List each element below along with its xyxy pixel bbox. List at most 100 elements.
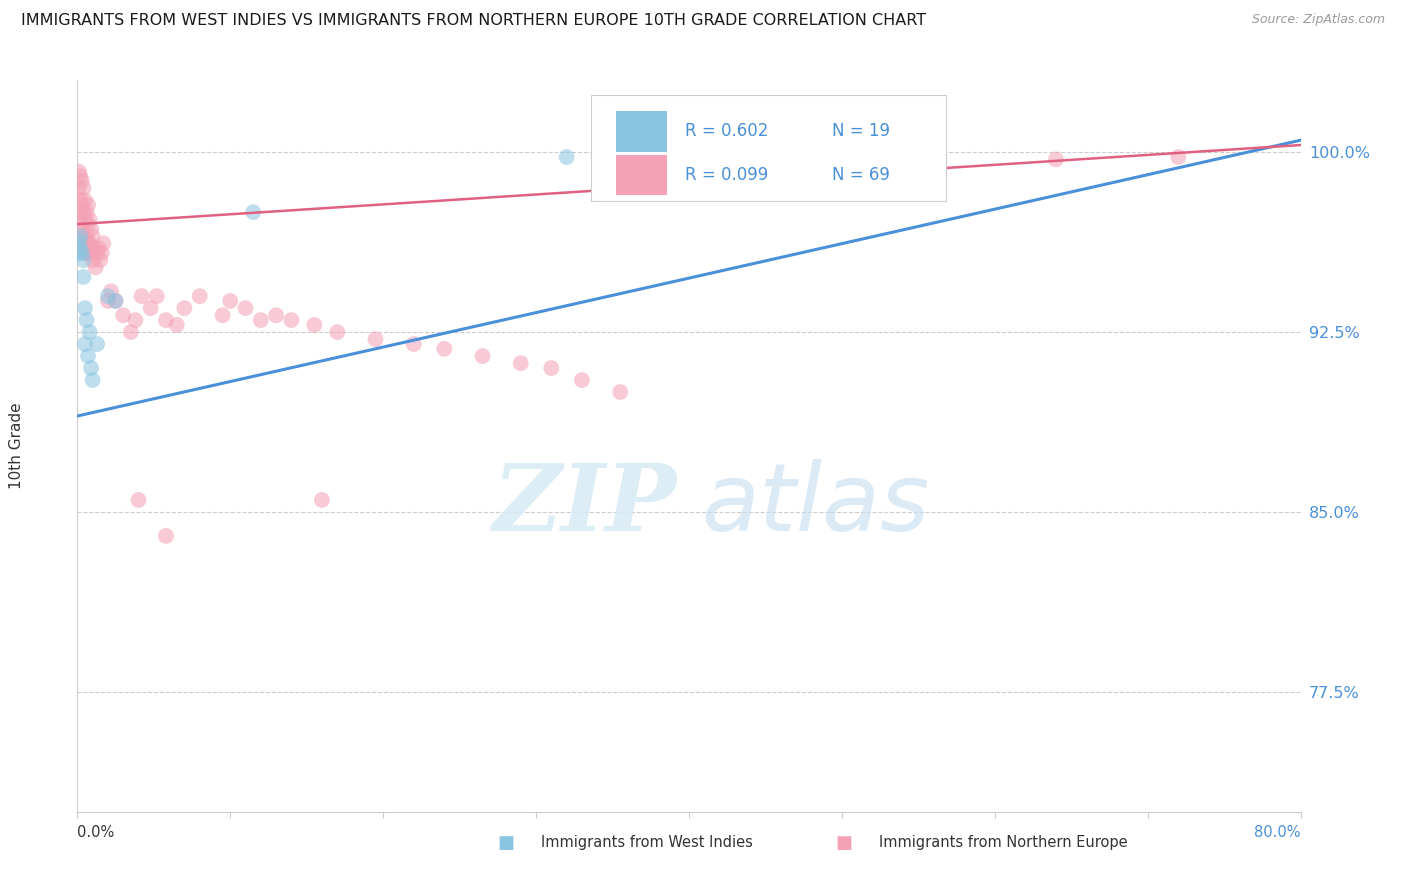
Point bbox=[72, 253, 94, 268]
Point bbox=[73, 212, 96, 227]
Point bbox=[70, 246, 93, 260]
Point bbox=[1167, 150, 1189, 164]
Point bbox=[84, 260, 107, 275]
Point bbox=[79, 236, 101, 251]
Point bbox=[77, 198, 100, 212]
Point bbox=[100, 285, 122, 299]
Point bbox=[139, 301, 162, 315]
Point bbox=[67, 164, 90, 178]
Point bbox=[69, 169, 91, 184]
Point bbox=[73, 246, 96, 260]
Point bbox=[235, 301, 257, 315]
Point bbox=[77, 349, 100, 363]
Point bbox=[86, 246, 108, 260]
FancyBboxPatch shape bbox=[591, 95, 946, 201]
Point bbox=[433, 342, 456, 356]
Point bbox=[79, 325, 101, 339]
Text: Source: ZipAtlas.com: Source: ZipAtlas.com bbox=[1251, 13, 1385, 27]
Point bbox=[83, 241, 105, 255]
Point bbox=[67, 234, 90, 248]
Point bbox=[80, 246, 103, 260]
Point bbox=[87, 241, 110, 255]
Point bbox=[471, 349, 494, 363]
Text: R = 0.099: R = 0.099 bbox=[685, 167, 769, 185]
Text: R = 0.602: R = 0.602 bbox=[685, 122, 769, 140]
Point bbox=[127, 492, 149, 507]
Point bbox=[146, 289, 169, 303]
Point bbox=[104, 293, 127, 308]
Point bbox=[540, 361, 562, 376]
Point bbox=[166, 318, 188, 332]
FancyBboxPatch shape bbox=[616, 112, 666, 152]
Text: atlas: atlas bbox=[702, 459, 929, 550]
Point bbox=[155, 313, 177, 327]
Point bbox=[188, 289, 211, 303]
Point bbox=[609, 385, 631, 400]
Text: 80.0%: 80.0% bbox=[1254, 825, 1301, 840]
Point bbox=[73, 236, 96, 251]
Point bbox=[70, 222, 93, 236]
Point bbox=[304, 318, 326, 332]
Point bbox=[131, 289, 153, 303]
Point bbox=[72, 205, 94, 219]
Point bbox=[120, 325, 142, 339]
Point bbox=[90, 246, 112, 260]
FancyBboxPatch shape bbox=[616, 155, 666, 195]
Point bbox=[555, 150, 578, 164]
Point bbox=[402, 337, 425, 351]
Point bbox=[76, 205, 98, 219]
Point bbox=[67, 205, 90, 219]
Text: ZIP: ZIP bbox=[492, 459, 676, 549]
Point bbox=[80, 222, 103, 236]
Point bbox=[242, 205, 264, 219]
Point bbox=[67, 246, 90, 260]
Point bbox=[250, 313, 273, 327]
Point bbox=[364, 332, 387, 346]
Point bbox=[76, 229, 98, 244]
Point bbox=[67, 181, 90, 195]
Point bbox=[219, 293, 242, 308]
Point bbox=[70, 174, 93, 188]
Point bbox=[77, 236, 100, 251]
Point bbox=[97, 293, 120, 308]
Point bbox=[509, 356, 531, 370]
Text: ■: ■ bbox=[835, 834, 852, 852]
Point bbox=[80, 361, 103, 376]
Point bbox=[76, 313, 98, 327]
Point bbox=[155, 529, 177, 543]
Point bbox=[311, 492, 333, 507]
Point bbox=[82, 373, 104, 387]
Point bbox=[264, 308, 287, 322]
Point bbox=[82, 229, 104, 244]
Text: N = 19: N = 19 bbox=[832, 122, 890, 140]
Point bbox=[104, 293, 127, 308]
Point bbox=[73, 301, 96, 315]
Text: 10th Grade: 10th Grade bbox=[10, 402, 24, 490]
Point bbox=[91, 236, 114, 251]
Point bbox=[280, 313, 302, 327]
Point bbox=[89, 253, 111, 268]
Point bbox=[72, 181, 94, 195]
Point bbox=[124, 313, 146, 327]
Point bbox=[70, 198, 93, 212]
Text: N = 69: N = 69 bbox=[832, 167, 890, 185]
Point bbox=[72, 269, 94, 284]
Text: Immigrants from West Indies: Immigrants from West Indies bbox=[541, 836, 754, 850]
Point bbox=[571, 373, 593, 387]
Point bbox=[326, 325, 349, 339]
Point bbox=[173, 301, 195, 315]
Point bbox=[97, 289, 120, 303]
Point bbox=[211, 308, 233, 322]
Point bbox=[77, 217, 100, 231]
Point bbox=[69, 217, 91, 231]
Point bbox=[77, 246, 100, 260]
Text: Immigrants from Northern Europe: Immigrants from Northern Europe bbox=[879, 836, 1128, 850]
Text: ■: ■ bbox=[498, 834, 515, 852]
Point bbox=[73, 337, 96, 351]
Point bbox=[69, 193, 91, 207]
Point bbox=[69, 229, 91, 244]
Point bbox=[72, 229, 94, 244]
Point bbox=[86, 337, 108, 351]
Point bbox=[69, 241, 91, 255]
Point bbox=[112, 308, 135, 322]
